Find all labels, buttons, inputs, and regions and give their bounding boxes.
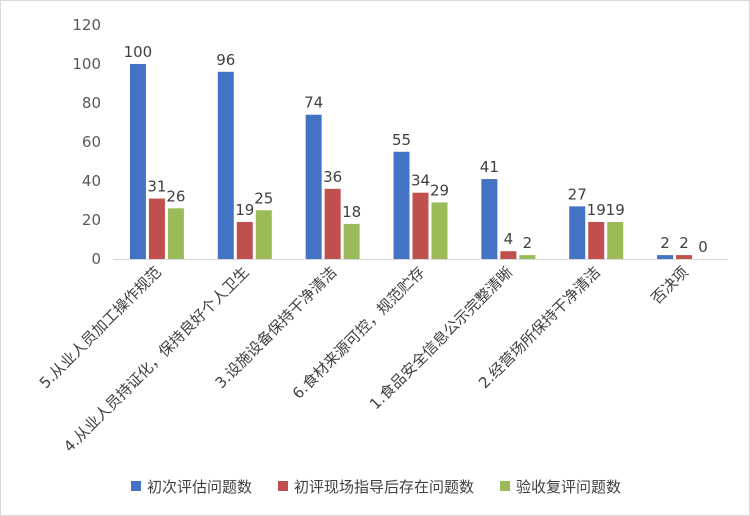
- data-label-s3-c7: 0: [698, 238, 708, 256]
- data-label-s2-c7: 2: [679, 234, 689, 252]
- data-label-s2-c6: 19: [587, 201, 606, 219]
- bar-s1-c1: [129, 64, 146, 259]
- data-label-s3-c3: 18: [342, 203, 361, 221]
- y-tick-label-4: 80: [82, 94, 101, 112]
- y-tick-label-5: 100: [72, 55, 101, 73]
- legend-item-series-1: 初次评估问题数: [130, 476, 252, 497]
- y-tick-label-6: 120: [72, 16, 101, 34]
- bar-s3-c3: [343, 223, 360, 259]
- legend-label-series-2: 初评现场指导后存在问题数: [293, 477, 474, 496]
- data-label-s3-c6: 19: [606, 201, 625, 219]
- legend-item-series-3: 验收复评问题数: [500, 476, 621, 497]
- bar-s3-c5: [519, 255, 536, 259]
- data-label-s1-c5: 41: [480, 158, 499, 176]
- bar-s2-c7: [676, 255, 693, 259]
- bar-s3-c1: [167, 208, 184, 259]
- data-label-s3-c5: 2: [523, 234, 533, 252]
- bar-s1-c7: [657, 255, 674, 259]
- bar-layer: [129, 64, 693, 259]
- data-label-s2-c2: 19: [235, 201, 254, 219]
- data-label-s2-c5: 4: [504, 230, 514, 248]
- y-tick-label-3: 60: [82, 133, 101, 151]
- y-tick-label-2: 40: [82, 172, 101, 190]
- legend-item-series-2: 初评现场指导后存在问题数: [277, 476, 474, 497]
- legend-swatch-series-3: [500, 481, 510, 491]
- data-label-s1-c3: 74: [304, 94, 323, 112]
- data-label-s1-c7: 2: [660, 234, 670, 252]
- data-label-s2-c4: 34: [411, 172, 430, 190]
- legend-label-series-1: 初次评估问题数: [146, 477, 252, 496]
- legend-swatch-series-2: [277, 481, 288, 491]
- bar-s1-c5: [481, 179, 498, 259]
- bar-s2-c1: [148, 198, 165, 259]
- bar-s1-c3: [305, 114, 322, 259]
- data-label-s3-c2: 25: [254, 189, 273, 207]
- data-label-s3-c4: 29: [430, 181, 449, 199]
- bar-s3-c4: [431, 202, 448, 259]
- category-label-5: 1.食品安全信息公示完整清晰: [366, 263, 516, 413]
- data-label-s1-c2: 96: [216, 51, 235, 69]
- bar-s2-c3: [324, 188, 341, 259]
- data-label-s2-c1: 31: [147, 178, 166, 196]
- data-label-s1-c6: 27: [568, 185, 587, 203]
- bar-s2-c4: [412, 192, 429, 259]
- legend-swatch-series-1: [130, 481, 141, 491]
- bar-s1-c6: [569, 206, 586, 259]
- data-label-s1-c1: 100: [124, 43, 153, 61]
- bar-s2-c6: [588, 221, 605, 259]
- y-tick-label-1: 20: [82, 211, 101, 229]
- bar-s2-c2: [236, 221, 253, 259]
- data-label-s3-c1: 26: [166, 187, 185, 205]
- data-label-s1-c4: 55: [392, 131, 411, 149]
- bar-s2-c5: [500, 251, 517, 259]
- y-tick-label-0: 0: [91, 250, 101, 268]
- bar-s1-c2: [217, 71, 234, 259]
- legend: 初次评估问题数 初评现场指导后存在问题数 验收复评问题数: [1, 471, 750, 501]
- bar-s3-c6: [607, 221, 624, 259]
- bar-chart: 0204060801001205.从业人员加工操作规范4.从业人员持证化，保持良…: [36, 16, 728, 456]
- legend-label-series-3: 验收复评问题数: [516, 477, 622, 496]
- bar-s3-c2: [255, 210, 272, 259]
- bar-s1-c4: [393, 151, 410, 259]
- category-label-2: 4.从业人员持证化，保持良好个人卫生: [60, 263, 253, 456]
- data-label-s2-c3: 36: [323, 168, 342, 186]
- category-label-7: 否决项: [647, 263, 692, 308]
